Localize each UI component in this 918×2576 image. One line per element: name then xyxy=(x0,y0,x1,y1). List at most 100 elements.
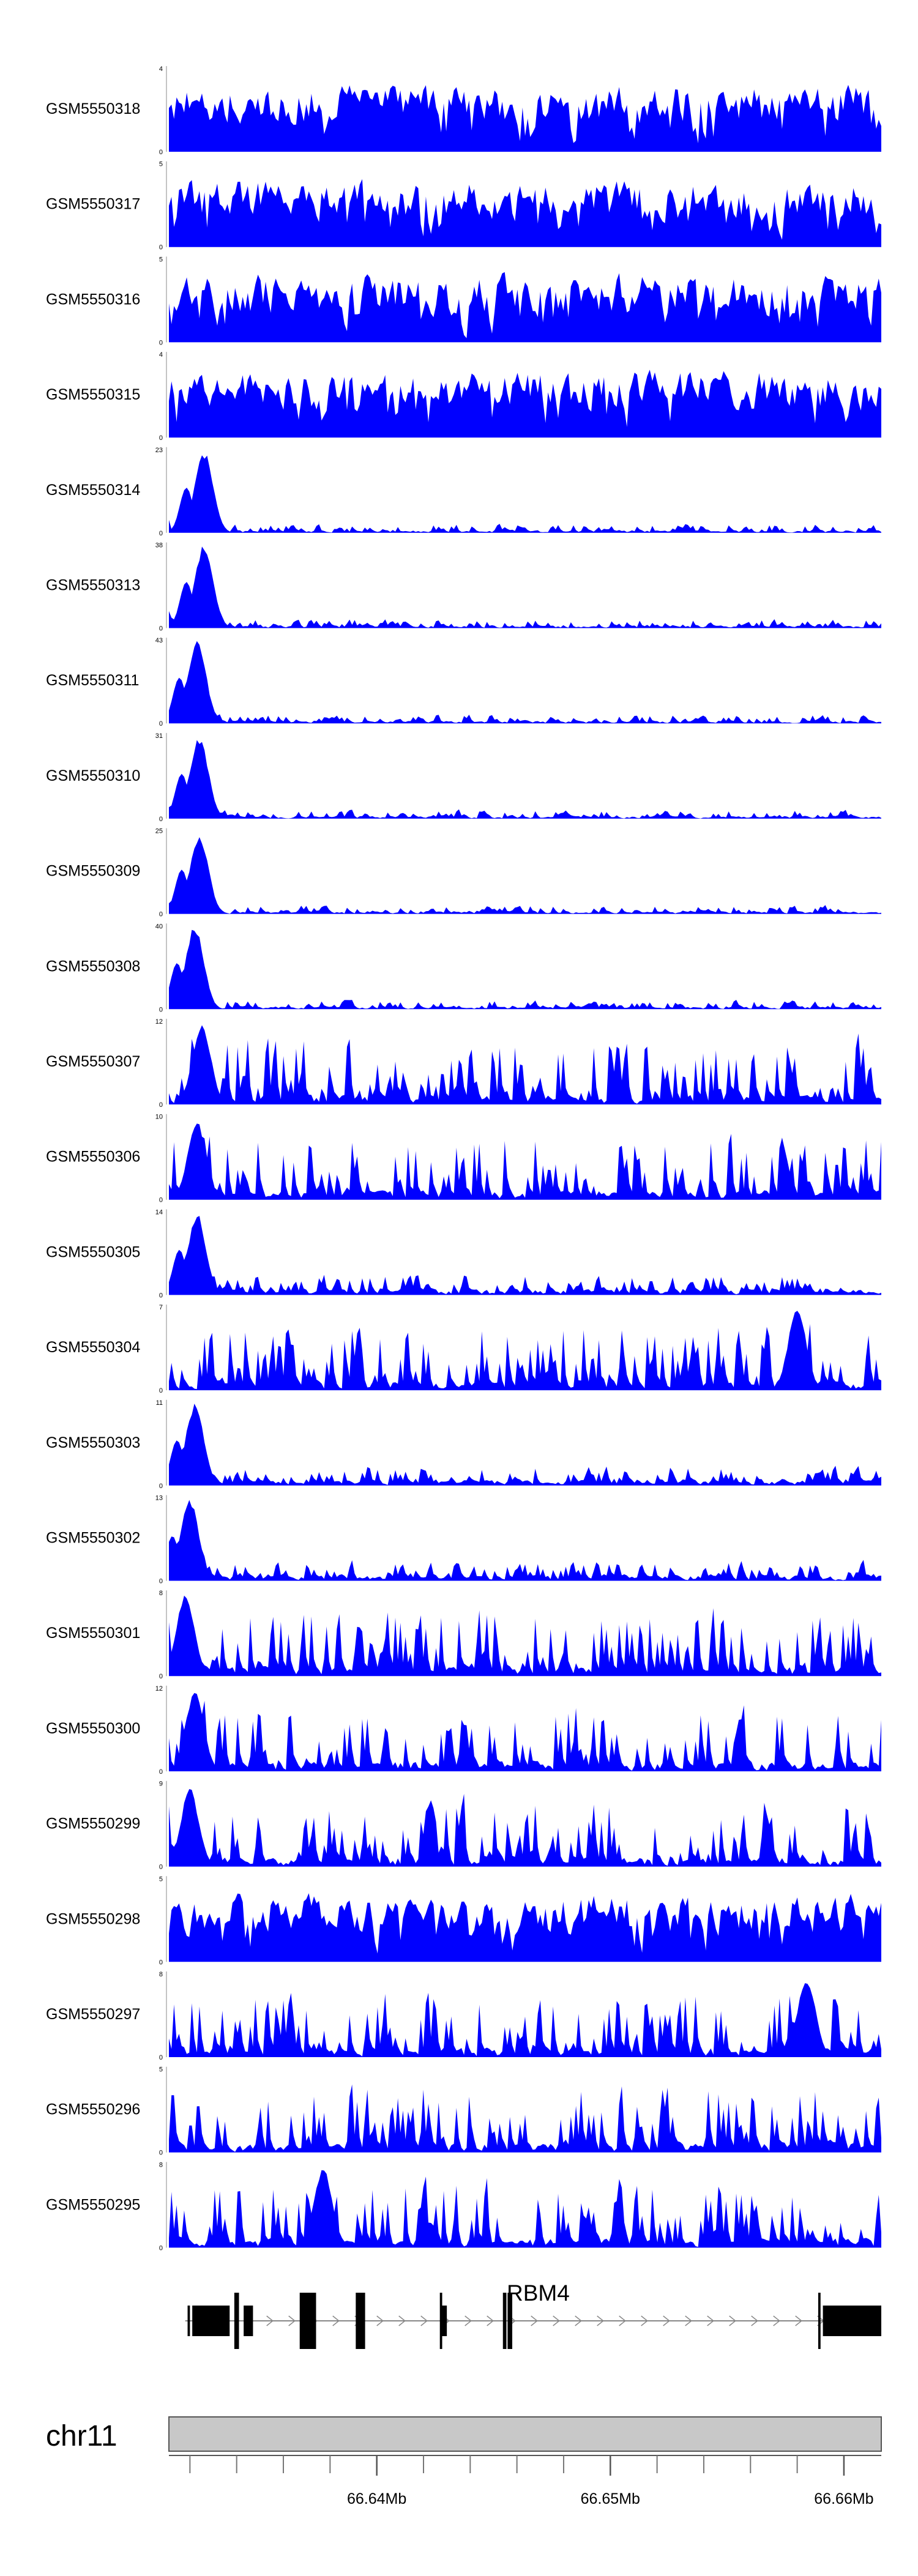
coverage-area xyxy=(169,2084,881,2153)
track-ymin-label: 0 xyxy=(159,1292,163,1299)
gene-exon xyxy=(507,2293,513,2349)
track-ymax-label: 8 xyxy=(159,2161,163,2168)
coverage-area xyxy=(169,1893,881,1962)
gene-name-label: RBM4 xyxy=(507,2280,570,2306)
gene-exon xyxy=(187,2306,190,2336)
track-label: GSM5550296 xyxy=(46,2101,140,2118)
track-ymax-label: 14 xyxy=(155,1208,163,1216)
track-ymin-label: 0 xyxy=(159,816,163,823)
track-ymax-label: 12 xyxy=(155,1018,163,1026)
track-GSM5550309: GSM5550309 25 0 xyxy=(46,828,881,918)
track-label: GSM5550316 xyxy=(46,291,140,308)
track-label: GSM5550309 xyxy=(46,863,140,880)
gene-exon xyxy=(299,2293,316,2349)
genome-axis: 66.64Mb 66.65Mb 66.66Mb xyxy=(169,2455,881,2507)
track-label: GSM5550303 xyxy=(46,1434,140,1451)
track-ymax-label: 13 xyxy=(155,1495,163,1502)
track-GSM5550316: GSM5550316 5 0 xyxy=(46,256,881,346)
track-GSM5550300: GSM5550300 12 0 xyxy=(46,1685,881,1776)
track-ymin-label: 0 xyxy=(159,1768,163,1776)
track-GSM5550317: GSM5550317 5 0 xyxy=(46,161,881,251)
track-label: GSM5550308 xyxy=(46,958,140,975)
gene-exon xyxy=(244,2306,253,2336)
track-ymax-label: 5 xyxy=(159,161,163,168)
track-ymax-label: 5 xyxy=(159,2066,163,2074)
strand-arrow xyxy=(685,2315,692,2326)
track-label: GSM5550306 xyxy=(46,1148,140,1166)
coverage-area xyxy=(169,1692,881,1771)
gene-exon xyxy=(818,2293,821,2349)
track-ymin-label: 0 xyxy=(159,1483,163,1490)
track-label: GSM5550298 xyxy=(46,1910,140,1927)
track-label: GSM5550305 xyxy=(46,1243,140,1260)
strand-arrow xyxy=(465,2315,472,2326)
coverage-area xyxy=(169,1983,881,2057)
track-label: GSM5550299 xyxy=(46,1815,140,1833)
track-ymax-label: 23 xyxy=(155,447,163,454)
track-GSM5550307: GSM5550307 12 0 xyxy=(46,1018,881,1109)
track-ymax-label: 38 xyxy=(155,542,163,549)
track-ymax-label: 31 xyxy=(155,732,163,740)
coverage-area xyxy=(169,1789,881,1867)
track-ymax-label: 43 xyxy=(155,637,163,644)
track-ymax-label: 8 xyxy=(159,1590,163,1597)
gene-exon xyxy=(502,2293,507,2349)
coverage-tracks: GSM555031840GSM555031750GSM555031650GSM5… xyxy=(46,65,881,2252)
track-ymin-label: 0 xyxy=(159,1387,163,1394)
gene-exon xyxy=(234,2293,239,2349)
track-ymin-label: 0 xyxy=(159,2054,163,2061)
track-ymin-label: 0 xyxy=(159,149,163,156)
coverage-area xyxy=(169,1123,881,1200)
track-GSM5550311: GSM5550311 43 0 xyxy=(46,637,881,728)
gene-track: RBM4 xyxy=(185,2280,881,2349)
track-GSM5550308: GSM5550308 40 0 xyxy=(46,923,881,1013)
coverage-area xyxy=(169,1404,881,1486)
strand-arrow xyxy=(420,2315,428,2326)
track-GSM5550305: GSM5550305 14 0 xyxy=(46,1208,881,1299)
gene-exon xyxy=(823,2306,881,2336)
coverage-area xyxy=(169,179,881,247)
track-ymin-label: 0 xyxy=(159,911,163,918)
strand-arrow xyxy=(751,2315,758,2326)
track-label: GSM5550307 xyxy=(46,1053,140,1070)
strand-arrow xyxy=(376,2315,384,2326)
track-label: GSM5550318 xyxy=(46,100,140,117)
coverage-area xyxy=(169,837,881,914)
track-GSM5550303: GSM5550303 11 0 xyxy=(46,1399,881,1490)
track-ymax-label: 12 xyxy=(155,1685,163,1692)
track-ymax-label: 8 xyxy=(159,1971,163,1978)
track-GSM5550299: GSM5550299 9 0 xyxy=(46,1781,881,1871)
chromosome-band xyxy=(168,2416,882,2452)
track-ymin-label: 0 xyxy=(159,1959,163,1966)
strand-arrow xyxy=(707,2315,714,2326)
track-GSM5550295: GSM5550295 8 0 xyxy=(46,2161,881,2252)
track-label: GSM5550300 xyxy=(46,1720,140,1737)
track-GSM5550313: GSM5550313 38 0 xyxy=(46,542,881,633)
track-label: GSM5550314 xyxy=(46,482,140,499)
strand-arrow xyxy=(288,2315,296,2326)
track-label: GSM5550317 xyxy=(46,196,140,213)
coverage-area xyxy=(169,272,881,343)
track-GSM5550314: GSM5550314 23 0 xyxy=(46,447,881,537)
track-ymin-label: 0 xyxy=(159,1673,163,1680)
chromosome-ideogram: chr11 xyxy=(46,2416,882,2452)
strand-arrow xyxy=(398,2315,406,2326)
track-ymin-label: 0 xyxy=(159,2244,163,2252)
track-label: GSM5550315 xyxy=(46,386,140,403)
track-ymin-label: 0 xyxy=(159,720,163,728)
strand-arrow xyxy=(795,2315,802,2326)
track-label: GSM5550313 xyxy=(46,577,140,594)
track-label: GSM5550295 xyxy=(46,2196,140,2213)
track-ymax-label: 10 xyxy=(155,1114,163,1121)
track-label: GSM5550297 xyxy=(46,2006,140,2023)
track-ymax-label: 4 xyxy=(159,351,163,359)
track-GSM5550310: GSM5550310 31 0 xyxy=(46,732,881,823)
strand-arrow xyxy=(773,2315,780,2326)
strand-arrow xyxy=(531,2315,538,2326)
strand-arrow xyxy=(553,2315,560,2326)
track-ymin-label: 0 xyxy=(159,1197,163,1204)
coverage-area xyxy=(169,1311,881,1391)
coverage-area xyxy=(169,84,881,152)
track-ymin-label: 0 xyxy=(159,1864,163,1871)
